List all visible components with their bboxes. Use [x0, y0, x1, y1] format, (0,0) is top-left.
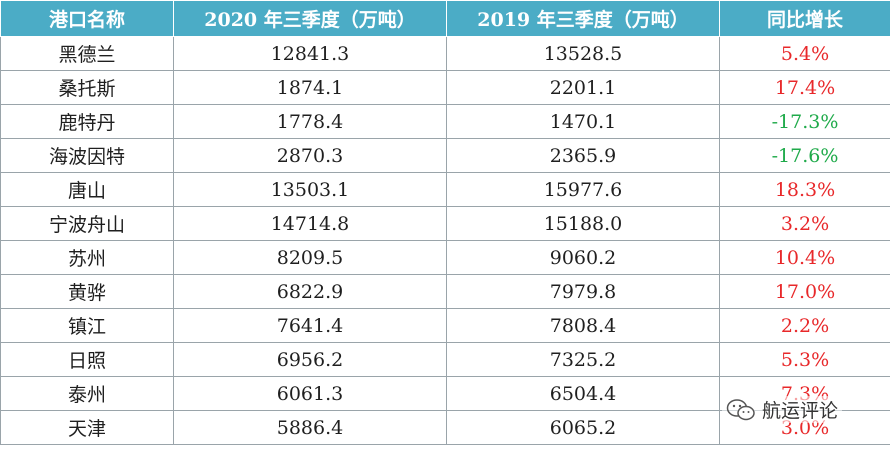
- value-2019-cell: 6065.2: [446, 410, 720, 445]
- yoy-growth-cell: -17.3%: [719, 104, 890, 139]
- value-2020-cell: 14714.8: [173, 206, 447, 241]
- table-row: 泰州 6061.3 6504.4 7.3%: [0, 376, 890, 411]
- wechat-icon: [726, 398, 755, 420]
- value-2020-cell: 1874.1: [173, 70, 447, 105]
- value-2019-cell: 7325.2: [446, 342, 720, 377]
- yoy-growth-cell: 18.3%: [719, 172, 890, 207]
- table-row: 海波因特 2870.3 2365.9 -17.6%: [0, 138, 890, 173]
- yoy-growth-cell: 17.4%: [719, 70, 890, 105]
- value-2020-cell: 12841.3: [173, 36, 447, 71]
- yoy-growth-cell: -17.6%: [719, 138, 890, 173]
- value-2019-cell: 7979.8: [446, 274, 720, 309]
- yoy-growth-cell: 3.2%: [719, 206, 890, 241]
- port-name-cell: 鹿特丹: [0, 104, 174, 139]
- yoy-growth-cell: 5.4%: [719, 36, 890, 71]
- port-name-cell: 天津: [0, 410, 174, 445]
- value-2019-cell: 2201.1: [446, 70, 720, 105]
- watermark: 航运评论: [722, 396, 843, 423]
- port-name-cell: 泰州: [0, 376, 174, 411]
- port-name-cell: 苏州: [0, 240, 174, 275]
- table-row: 黄骅 6822.9 7979.8 17.0%: [0, 274, 890, 309]
- port-name-cell: 桑托斯: [0, 70, 174, 105]
- value-2020-cell: 13503.1: [173, 172, 447, 207]
- value-2020-cell: 2870.3: [173, 138, 447, 173]
- watermark-text: 航运评论: [762, 400, 839, 422]
- value-2020-cell: 6061.3: [173, 376, 447, 411]
- value-2020-cell: 1778.4: [173, 104, 447, 139]
- value-2019-cell: 15977.6: [446, 172, 720, 207]
- table-row: 桑托斯 1874.1 2201.1 17.4%: [0, 70, 890, 105]
- port-name-cell: 黑德兰: [0, 36, 174, 71]
- port-name-cell: 宁波舟山: [0, 206, 174, 241]
- table-row: 日照 6956.2 7325.2 5.3%: [0, 342, 890, 377]
- value-2019-cell: 2365.9: [446, 138, 720, 173]
- value-2019-cell: 1470.1: [446, 104, 720, 139]
- table-row: 鹿特丹 1778.4 1470.1 -17.3%: [0, 104, 890, 139]
- table-row: 苏州 8209.5 9060.2 10.4%: [0, 240, 890, 275]
- header-yoy-growth: 同比增长: [719, 0, 890, 37]
- value-2020-cell: 8209.5: [173, 240, 447, 275]
- header-port-name: 港口名称: [0, 0, 174, 37]
- header-2019-q3: 2019 年三季度（万吨）: [446, 0, 720, 37]
- value-2019-cell: 15188.0: [446, 206, 720, 241]
- port-name-cell: 黄骅: [0, 274, 174, 309]
- value-2019-cell: 6504.4: [446, 376, 720, 411]
- value-2019-cell: 13528.5: [446, 36, 720, 71]
- port-name-cell: 日照: [0, 342, 174, 377]
- table-row: 镇江 7641.4 7808.4 2.2%: [0, 308, 890, 343]
- port-name-cell: 唐山: [0, 172, 174, 207]
- value-2020-cell: 7641.4: [173, 308, 447, 343]
- table-body: 黑德兰 12841.3 13528.5 5.4% 桑托斯 1874.1 2201.1 17.4…: [0, 36, 890, 445]
- yoy-growth-cell: 5.3%: [719, 342, 890, 377]
- yoy-growth-cell: 10.4%: [719, 240, 890, 275]
- value-2020-cell: 6822.9: [173, 274, 447, 309]
- table-row: 宁波舟山 14714.8 15188.0 3.2%: [0, 206, 890, 241]
- header-row: 港口名称 2020 年三季度（万吨） 2019 年三季度（万吨） 同比增长: [0, 0, 890, 37]
- value-2020-cell: 6956.2: [173, 342, 447, 377]
- table-row: 唐山 13503.1 15977.6 18.3%: [0, 172, 890, 207]
- value-2020-cell: 5886.4: [173, 410, 447, 445]
- table-row: 黑德兰 12841.3 13528.5 5.4%: [0, 36, 890, 71]
- port-name-cell: 海波因特: [0, 138, 174, 173]
- value-2019-cell: 9060.2: [446, 240, 720, 275]
- yoy-growth-cell: 2.2%: [719, 308, 890, 343]
- yoy-growth-cell: 17.0%: [719, 274, 890, 309]
- header-2020-q3: 2020 年三季度（万吨）: [173, 0, 447, 37]
- value-2019-cell: 7808.4: [446, 308, 720, 343]
- port-name-cell: 镇江: [0, 308, 174, 343]
